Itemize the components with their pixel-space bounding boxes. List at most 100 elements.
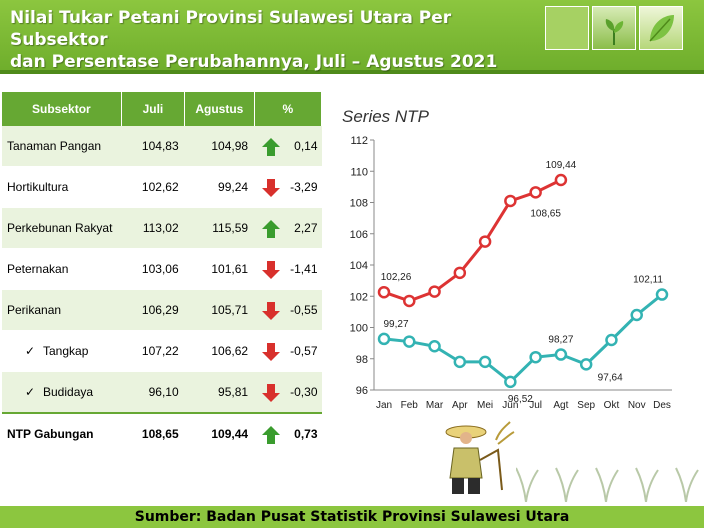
x-tick-label: Apr [452, 400, 468, 411]
table-row: Tanaman Pangan 104,83 104,98 0,14 [2, 126, 322, 167]
pct-change-value: 0,14 [294, 139, 318, 153]
pct-change-cell: -0,30 [254, 371, 322, 414]
juli-value: 104,83 [121, 126, 185, 167]
footer-bar [0, 506, 704, 528]
table-row: Perkebunan Rakyat 113,02 115,59 2,27 [2, 207, 322, 249]
data-point [630, 308, 643, 322]
pct-change-cell: 0,14 [254, 126, 322, 167]
data-point [428, 340, 441, 353]
data-point [579, 358, 593, 371]
pct-change-value: -0,57 [290, 344, 318, 358]
data-point [554, 173, 568, 187]
table-row: ✓ Tangkap 107,22 106,62 -0,57 [2, 330, 322, 372]
arrow-up-icon [262, 138, 281, 156]
juli-value: 106,29 [121, 289, 185, 331]
title-line-1: Nilai Tukar Petani Provinsi Sulawesi Uta… [10, 8, 452, 50]
data-point [403, 335, 416, 348]
agustus-value: 104,98 [184, 126, 255, 167]
data-point [504, 375, 517, 389]
data-label: 96,52 [508, 394, 533, 405]
subsektor-name: Budidaya [43, 385, 94, 399]
subsektor-name-cell: NTP Gabungan [2, 412, 122, 455]
page-title: Nilai Tukar Petani Provinsi Sulawesi Uta… [10, 7, 510, 73]
subsektor-name: Perikanan [7, 303, 62, 317]
data-point [453, 266, 467, 280]
juli-value: 96,10 [121, 371, 185, 414]
table-header-row: Subsektor Juli Agustus % [2, 92, 323, 126]
data-point [428, 285, 441, 298]
subsektor-name: Hortikultura [7, 180, 69, 194]
y-tick-label: 112 [350, 135, 368, 147]
subsektor-name-cell: ✓ Tangkap [2, 330, 122, 372]
pct-change-value: -3,29 [290, 180, 318, 194]
pct-change-cell: -3,29 [254, 166, 322, 208]
y-tick-label: 96 [356, 385, 368, 397]
header-stripe [0, 70, 704, 74]
series-line [383, 293, 663, 384]
farmer-illustration [445, 421, 515, 494]
agustus-value: 109,44 [184, 412, 255, 455]
data-point [605, 333, 618, 347]
pct-change-cell: 2,27 [254, 207, 322, 249]
x-tick-label: Okt [604, 400, 620, 411]
x-tick-label: Mar [426, 400, 444, 411]
subsektor-name-cell: ✓ Budidaya [2, 371, 122, 414]
seedling-icon [605, 19, 624, 45]
x-tick-label: Jun [502, 400, 518, 411]
table-row: Hortikultura 102,62 99,24 -3,29 [2, 166, 322, 208]
pct-change-value: 0,73 [294, 427, 318, 441]
data-point [403, 294, 416, 308]
arrow-down-icon [262, 179, 281, 197]
decor-thumbnail [545, 6, 589, 50]
col-header-juli: Juli [121, 92, 186, 126]
x-tick-label: Agt [553, 400, 568, 411]
y-tick-label: 106 [350, 229, 368, 241]
y-tick-label: 110 [350, 166, 368, 178]
juli-value: 102,62 [121, 166, 185, 208]
subsektor-name-cell: Peternakan [2, 248, 122, 290]
col-header-subsektor: Subsektor [2, 92, 122, 126]
leaf-icon [649, 15, 674, 42]
data-label: 108,65 [530, 208, 561, 219]
arrow-down-icon [262, 343, 281, 361]
leaf-thumbnail [639, 6, 683, 50]
ntp-line-chart: Series NTP 96 98 100 102 104 106 108 110 112 Jan Fe… [342, 107, 672, 411]
pct-change-value: -0,30 [290, 385, 318, 399]
y-tick-label: 108 [350, 198, 368, 210]
check-icon: ✓ [25, 344, 36, 358]
table-row: Perikanan 106,29 105,71 -0,55 [2, 289, 322, 331]
y-tick-label: 102 [350, 291, 368, 303]
arrow-up-icon [262, 426, 281, 444]
juli-value: 113,02 [121, 207, 185, 249]
col-header-agustus: Agustus [184, 92, 255, 126]
data-point [478, 355, 492, 369]
title-line-2: dan Persentase Perubahannya, Juli – Agus… [10, 52, 498, 72]
data-point [478, 235, 492, 248]
arrow-down-icon [262, 302, 281, 320]
data-point [504, 194, 517, 208]
subsektor-name-cell: Perkebunan Rakyat [2, 207, 122, 249]
juli-value: 108,65 [121, 412, 185, 455]
data-label: 99,27 [383, 319, 408, 330]
seedling-thumbnail [592, 6, 636, 50]
agustus-value: 101,61 [184, 248, 255, 290]
pct-change-cell: -0,57 [254, 330, 322, 372]
pct-change-value: -1,41 [290, 262, 318, 276]
subsektor-name-cell: Perikanan [2, 289, 122, 331]
chart-title: Series NTP [342, 107, 430, 126]
pct-change-cell: 0,73 [254, 412, 322, 455]
pct-change-cell: -1,41 [254, 248, 322, 290]
data-point [655, 288, 669, 301]
x-tick-label: Nov [628, 400, 646, 411]
arrow-down-icon [262, 261, 281, 279]
y-tick-label: 98 [356, 354, 368, 366]
subsektor-name: Tangkap [43, 344, 89, 358]
data-point [554, 348, 568, 361]
juli-value: 107,22 [121, 330, 185, 372]
table-row: NTP Gabungan 108,65 109,44 0,73 [2, 412, 322, 455]
data-point [529, 350, 542, 364]
x-tick-label: Jan [376, 400, 392, 411]
agustus-value: 106,62 [184, 330, 255, 372]
subsektor-name: NTP Gabungan [7, 427, 94, 441]
agustus-value: 99,24 [184, 166, 255, 208]
